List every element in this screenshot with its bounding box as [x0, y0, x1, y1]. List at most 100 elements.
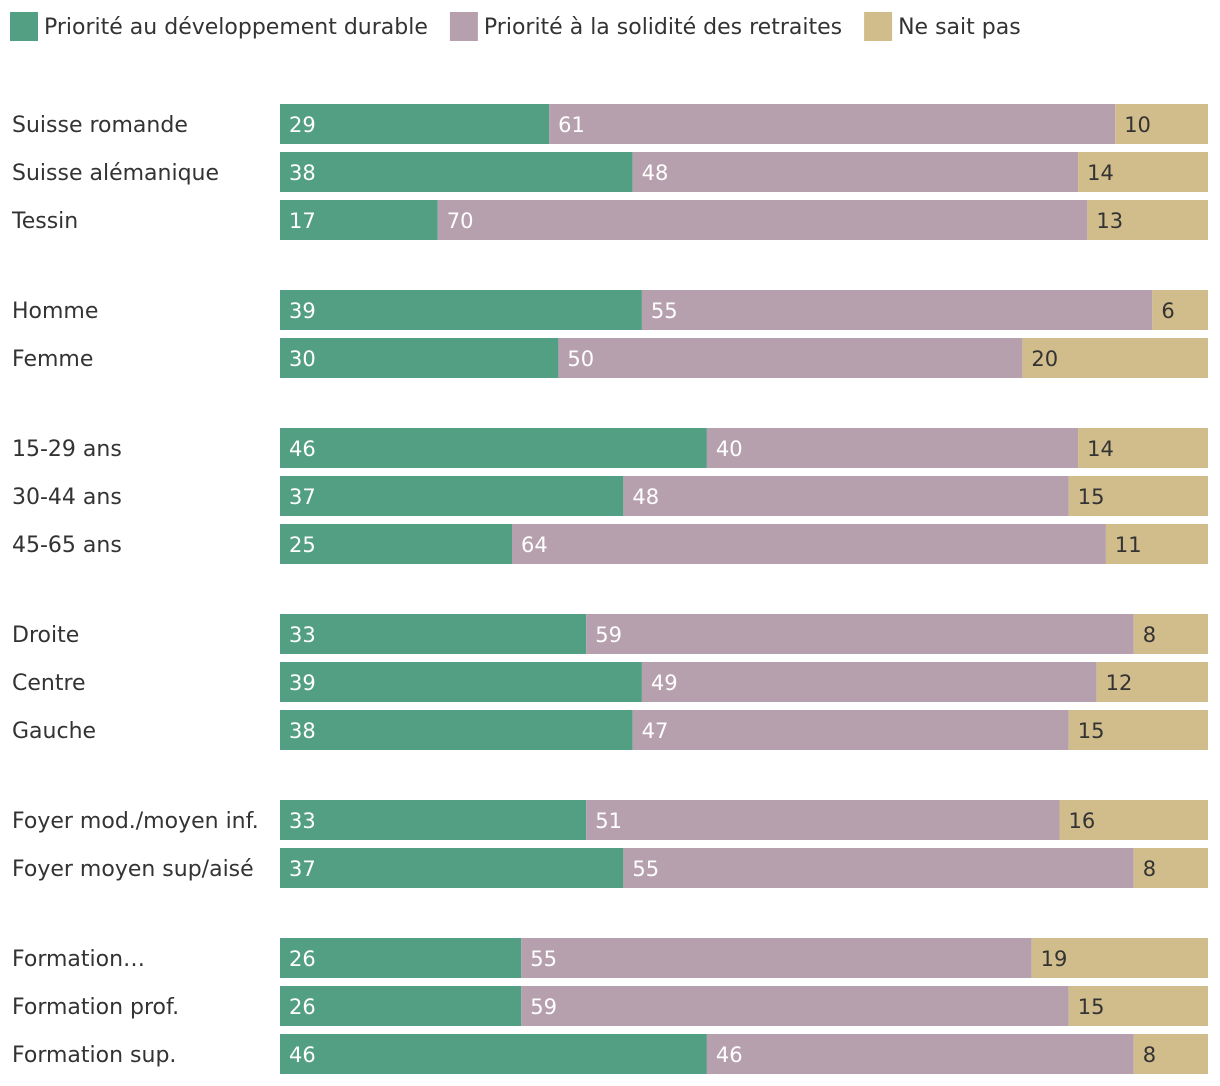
row-label: Homme: [12, 299, 98, 324]
legend-label-priorite-a-la-solidite-des-retraites: Priorité à la solidité des retraites: [484, 15, 842, 40]
bar-value-label: 51: [595, 809, 622, 833]
bar-segment-ne-sait-pas: [1059, 800, 1208, 840]
row-label: Suisse romande: [12, 113, 188, 138]
bar-value-label: 46: [716, 1043, 743, 1067]
bar-value-label: 59: [530, 995, 557, 1019]
bar-segment-priorite-a-la-solidite-des-retraites: [632, 152, 1079, 192]
bar-segment-priorite-au-developpement-durable: [280, 338, 559, 378]
bar-segment-ne-sait-pas: [1078, 428, 1208, 468]
bar-value-label: 39: [289, 671, 316, 695]
bar-segment-priorite-au-developpement-durable: [280, 476, 624, 516]
bar-value-label: 8: [1143, 1043, 1156, 1067]
bar-segment-priorite-a-la-solidite-des-retraites: [623, 848, 1134, 888]
bar-segment-ne-sait-pas: [1078, 152, 1208, 192]
bar-segment-priorite-au-developpement-durable: [280, 1034, 707, 1074]
bar-value-label: 26: [289, 995, 316, 1019]
legend-swatch-priorite-au-developpement-durable: [10, 12, 38, 41]
bar-value-label: 16: [1069, 809, 1096, 833]
bar-segment-priorite-au-developpement-durable: [280, 938, 522, 978]
bar-segment-priorite-a-la-solidite-des-retraites: [558, 338, 1023, 378]
bar-value-label: 46: [289, 1043, 316, 1067]
bar-segment-ne-sait-pas: [1096, 662, 1208, 702]
row-label: Foyer mod./moyen inf.: [12, 809, 259, 834]
bar-segment-priorite-au-developpement-durable: [280, 710, 633, 750]
bar-value-label: 55: [651, 299, 678, 323]
bar-segment-priorite-a-la-solidite-des-retraites: [641, 290, 1153, 330]
bar-value-label: 15: [1078, 485, 1105, 509]
row-label: Droite: [12, 623, 79, 648]
bar-segment-ne-sait-pas: [1133, 848, 1208, 888]
bar-value-label: 11: [1115, 533, 1142, 557]
row-label: Foyer moyen sup/aisé: [12, 857, 254, 882]
row-label: Formation…: [12, 947, 145, 972]
bar-segment-ne-sait-pas: [1087, 200, 1208, 240]
bar-segment-priorite-au-developpement-durable: [280, 848, 624, 888]
bar-value-label: 39: [289, 299, 316, 323]
bar-segment-ne-sait-pas: [1068, 986, 1208, 1026]
bar-value-label: 12: [1106, 671, 1133, 695]
bar-segment-priorite-au-developpement-durable: [280, 986, 522, 1026]
bar-segment-priorite-au-developpement-durable: [280, 428, 707, 468]
bar-segment-ne-sait-pas: [1068, 710, 1208, 750]
bar-value-label: 55: [530, 947, 557, 971]
legend-label-ne-sait-pas: Ne sait pas: [898, 15, 1021, 40]
bar-segment-priorite-au-developpement-durable: [280, 524, 512, 564]
bar-value-label: 17: [289, 209, 316, 233]
bar-value-label: 61: [558, 113, 585, 137]
bar-value-label: 55: [632, 857, 659, 881]
legend-label-priorite-au-developpement-durable: Priorité au développement durable: [44, 15, 428, 40]
bar-segment-priorite-a-la-solidite-des-retraites: [706, 1034, 1134, 1074]
bar-segment-ne-sait-pas: [1068, 476, 1208, 516]
bar-segment-ne-sait-pas: [1133, 614, 1208, 654]
bar-value-label: 20: [1031, 347, 1058, 371]
bar-segment-priorite-au-developpement-durable: [280, 290, 642, 330]
bar-segment-ne-sait-pas: [1133, 1034, 1208, 1074]
bar-value-label: 49: [651, 671, 678, 695]
row-label: Formation sup.: [12, 1043, 176, 1068]
bar-segment-priorite-a-la-solidite-des-retraites: [586, 800, 1060, 840]
bar-segment-priorite-a-la-solidite-des-retraites: [641, 662, 1097, 702]
bar-segment-priorite-au-developpement-durable: [280, 104, 550, 144]
legend-swatch-ne-sait-pas: [864, 12, 893, 41]
bar-segment-priorite-au-developpement-durable: [280, 800, 587, 840]
bar-segment-priorite-a-la-solidite-des-retraites: [549, 104, 1116, 144]
bar-value-label: 25: [289, 533, 316, 557]
bar-segment-priorite-a-la-solidite-des-retraites: [521, 986, 1069, 1026]
bar-value-label: 70: [447, 209, 474, 233]
bar-segment-ne-sait-pas: [1022, 338, 1208, 378]
bar-value-label: 50: [567, 347, 594, 371]
bar-value-label: 33: [289, 623, 316, 647]
bar-segment-priorite-a-la-solidite-des-retraites: [632, 710, 1069, 750]
bar-value-label: 37: [289, 857, 316, 881]
bar-value-label: 14: [1087, 161, 1114, 185]
row-label: Gauche: [12, 719, 96, 744]
bar-segment-priorite-au-developpement-durable: [280, 200, 438, 240]
bar-value-label: 64: [521, 533, 548, 557]
row-label: 30-44 ans: [12, 485, 122, 510]
row-label: Formation prof.: [12, 995, 179, 1020]
bar-segment-priorite-a-la-solidite-des-retraites: [512, 524, 1106, 564]
row-label: 15-29 ans: [12, 437, 122, 462]
bar-segment-priorite-au-developpement-durable: [280, 614, 587, 654]
bar-segment-priorite-au-developpement-durable: [280, 152, 633, 192]
bar-value-label: 40: [716, 437, 743, 461]
bar-value-label: 48: [642, 161, 669, 185]
bar-value-label: 8: [1143, 857, 1156, 881]
bar-segment-ne-sait-pas: [1152, 290, 1208, 330]
bar-segment-ne-sait-pas: [1105, 524, 1208, 564]
row-label: Suisse alémanique: [12, 161, 219, 186]
bar-value-label: 15: [1078, 719, 1105, 743]
bar-value-label: 47: [642, 719, 669, 743]
bar-value-label: 48: [632, 485, 659, 509]
bar-value-label: 59: [595, 623, 622, 647]
bar-segment-ne-sait-pas: [1115, 104, 1208, 144]
bar-value-label: 29: [289, 113, 316, 137]
legend: Priorité au développement durable Priorit…: [10, 12, 1021, 41]
bar-segment-priorite-a-la-solidite-des-retraites: [521, 938, 1032, 978]
bar-value-label: 30: [289, 347, 316, 371]
chart-rows: Suisse romande 29 61 10 Suisse alémanique 38 4…: [11, 104, 1208, 1074]
bar-value-label: 15: [1078, 995, 1105, 1019]
bar-value-label: 13: [1096, 209, 1123, 233]
bar-segment-priorite-a-la-solidite-des-retraites: [623, 476, 1069, 516]
